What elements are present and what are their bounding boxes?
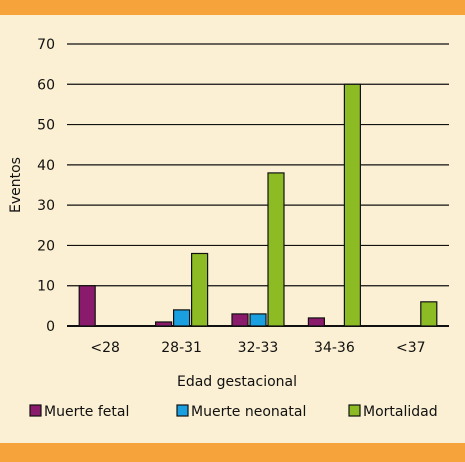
legend-swatch: [176, 404, 189, 417]
legend-swatch: [29, 404, 42, 417]
legend-label: Mortalidad: [363, 404, 438, 420]
bar: [173, 309, 191, 327]
bar: [420, 301, 438, 327]
bar: [78, 285, 96, 327]
bars: [78, 83, 438, 327]
y-tick-label: 60: [37, 77, 55, 93]
y-axis-title: Eventos: [8, 157, 24, 213]
y-tick-label: 70: [37, 37, 55, 53]
y-tick-label: 10: [37, 279, 55, 295]
top-band: [0, 0, 465, 15]
bar: [307, 317, 325, 327]
x-tick-label: 28-31: [161, 340, 202, 356]
legend-label: Muerte neonatal: [191, 404, 306, 420]
gridlines: [67, 43, 449, 327]
x-axis-title: Edad gestacional: [177, 374, 297, 390]
bar: [249, 313, 267, 327]
bar: [343, 83, 361, 327]
bar: [231, 313, 249, 327]
legend-label: Muerte fetal: [44, 404, 129, 420]
x-tick-label: <28: [90, 340, 120, 356]
x-tick-label: 32-33: [238, 340, 279, 356]
x-tick-label: <37: [396, 340, 426, 356]
y-tick-label: 50: [37, 118, 55, 134]
bar: [155, 321, 173, 327]
x-tick-labels: <28 28-31 32-33 34-36 <37: [90, 340, 425, 356]
y-tick-labels: 0 10 20 30 40 50 60 70: [37, 37, 55, 335]
bar: [267, 172, 285, 327]
y-tick-label: 20: [37, 238, 55, 254]
legend-swatch: [348, 404, 361, 417]
y-tick-label: 40: [37, 158, 55, 174]
bottom-band: [0, 443, 465, 462]
y-tick-label: 30: [37, 198, 55, 214]
bar: [191, 252, 209, 327]
x-tick-label: 34-36: [314, 340, 355, 356]
y-tick-label: 0: [46, 319, 55, 335]
legend: Muerte fetal Muerte neonatal Mortalidad: [29, 404, 438, 420]
